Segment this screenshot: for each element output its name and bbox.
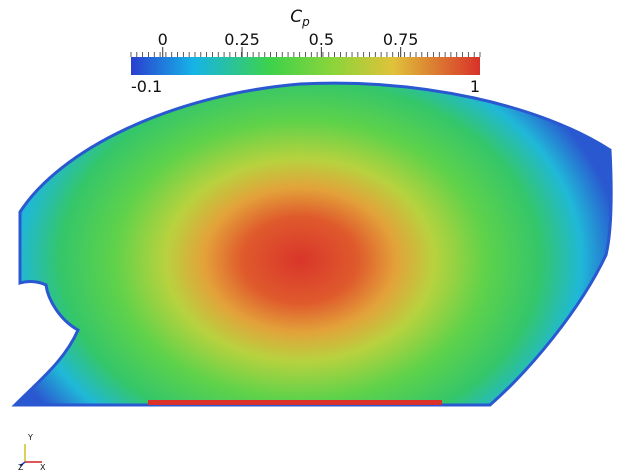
axes-triad: Y Z X bbox=[18, 433, 46, 472]
pressure-field bbox=[11, 81, 613, 407]
range-min-label: -0.1 bbox=[131, 77, 162, 96]
z-axis bbox=[19, 461, 26, 467]
colorbar bbox=[131, 57, 480, 75]
tick-label: 0.5 bbox=[309, 30, 334, 49]
colorbar-title: Cp bbox=[290, 7, 310, 29]
wall-strip bbox=[148, 400, 442, 405]
y-label: Y bbox=[27, 433, 33, 442]
tick-label: 0 bbox=[158, 30, 168, 49]
range-max-label: 1 bbox=[470, 77, 480, 96]
z-label: Z bbox=[18, 463, 24, 472]
tick-label: 0.25 bbox=[224, 30, 260, 49]
colorbar-annotations: 0 0.25 0.5 0.75 -0.1 1 bbox=[130, 30, 481, 96]
tick-label: 0.75 bbox=[383, 30, 419, 49]
x-label: X bbox=[40, 463, 46, 472]
